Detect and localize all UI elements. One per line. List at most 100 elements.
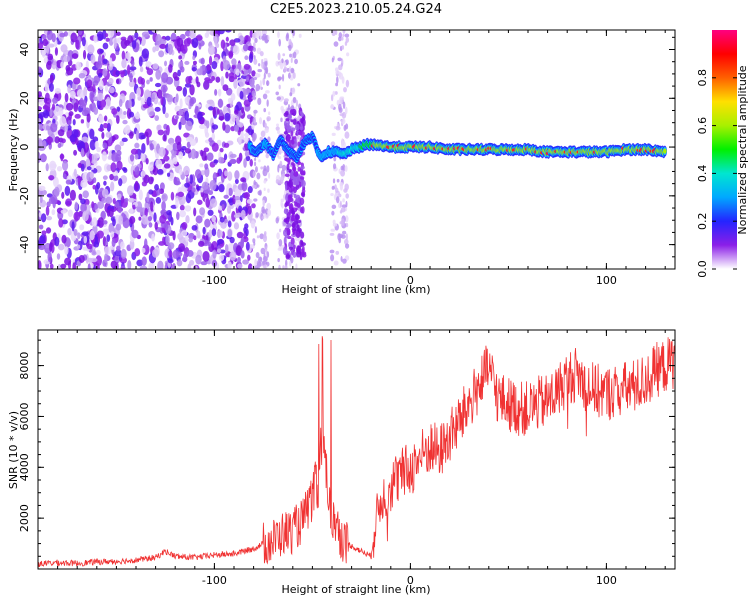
noise-blob — [283, 61, 287, 68]
noise-blob — [140, 170, 146, 177]
noise-blob — [76, 89, 84, 98]
noise-blob — [254, 161, 257, 167]
noise-blob — [98, 127, 105, 132]
noise-blob — [176, 141, 182, 152]
spectrogram-x-ticks: -100 0 100 — [37, 30, 666, 287]
noise-blob — [267, 72, 271, 78]
noise-blob — [105, 196, 113, 205]
noise-blob — [108, 86, 115, 94]
noise-blob — [244, 223, 249, 229]
noise-blob — [38, 66, 42, 73]
noise-blob — [330, 104, 334, 109]
noise-blob — [58, 218, 64, 228]
noise-blob — [162, 236, 166, 244]
noise-blob — [148, 176, 154, 185]
noise-blob — [190, 148, 197, 160]
noise-blob — [86, 113, 91, 123]
noise-blob — [345, 79, 350, 88]
noise-blob — [286, 223, 292, 229]
noise-blob — [277, 156, 282, 160]
noise-blob — [221, 203, 225, 210]
noise-blob — [224, 112, 231, 122]
noise-blob — [159, 43, 167, 49]
noise-blob — [331, 30, 336, 37]
noise-blob — [336, 178, 340, 183]
colorbar-tick-label: 0.6 — [696, 117, 709, 135]
noise-blob — [262, 30, 267, 35]
noise-blob — [295, 263, 298, 269]
noise-blob — [296, 245, 302, 255]
noise-blob — [197, 111, 203, 121]
noise-blob — [256, 172, 261, 180]
noise-blob — [81, 136, 89, 143]
noise-blob — [101, 131, 105, 140]
noise-blob — [77, 175, 81, 187]
noise-blob — [236, 231, 244, 239]
noise-blob — [280, 198, 285, 203]
colorbar-label: Normalized spectral amplitude — [736, 65, 749, 234]
noise-blob — [335, 70, 340, 75]
noise-blob — [154, 44, 160, 52]
noise-blob — [338, 64, 343, 71]
noise-blob — [276, 123, 280, 127]
noise-blob — [278, 84, 281, 90]
noise-blob — [241, 181, 248, 192]
noise-blob — [211, 132, 216, 141]
noise-blob — [146, 135, 150, 146]
noise-blob — [182, 86, 188, 97]
noise-blob — [238, 35, 245, 45]
noise-blob — [161, 200, 166, 212]
noise-blob — [154, 82, 162, 88]
noise-blob — [69, 134, 77, 143]
noise-blob — [290, 119, 294, 123]
noise-blob — [151, 93, 155, 103]
noise-blob — [341, 138, 344, 146]
noise-blob — [251, 90, 257, 98]
noise-blob — [255, 212, 259, 218]
noise-blob — [144, 207, 148, 218]
noise-blob — [148, 262, 154, 269]
noise-blob — [188, 232, 195, 240]
noise-blob — [39, 234, 46, 245]
noise-blob — [229, 159, 237, 164]
noise-blob — [219, 147, 224, 153]
noise-blob — [294, 58, 298, 65]
noise-blob — [245, 241, 250, 251]
noise-blob — [345, 193, 350, 199]
noise-blob — [177, 191, 185, 198]
noise-blob — [116, 245, 121, 252]
spectrogram-y-tick-label: 40 — [18, 43, 31, 57]
noise-blob — [264, 214, 269, 219]
noise-blob — [202, 250, 210, 262]
noise-blob — [141, 214, 148, 225]
noise-blob — [155, 69, 162, 80]
noise-blob — [110, 162, 117, 173]
noise-blob — [344, 243, 350, 249]
noise-blob — [254, 72, 260, 79]
noise-blob — [128, 131, 134, 139]
noise-blob — [257, 69, 263, 73]
noise-blob — [154, 115, 160, 122]
noise-blob — [154, 106, 161, 112]
noise-blob — [235, 245, 243, 257]
noise-blob — [159, 38, 167, 45]
noise-blob — [330, 254, 335, 262]
colorbar-tick-label: 0.8 — [696, 69, 709, 87]
noise-blob — [81, 36, 86, 47]
noise-blob — [47, 251, 52, 263]
noise-blob — [295, 214, 300, 221]
noise-blob — [275, 217, 279, 224]
noise-blob — [104, 253, 108, 263]
noise-blob — [166, 209, 172, 216]
noise-blob — [183, 38, 191, 47]
noise-blob — [160, 209, 165, 215]
noise-blob — [196, 199, 203, 205]
noise-blob — [286, 163, 290, 171]
noise-blob — [73, 149, 78, 156]
noise-blob — [120, 38, 128, 49]
noise-blob — [185, 215, 190, 224]
noise-blob — [340, 165, 344, 171]
noise-blob — [204, 163, 209, 170]
noise-blob — [253, 241, 256, 246]
noise-blob — [179, 209, 187, 218]
